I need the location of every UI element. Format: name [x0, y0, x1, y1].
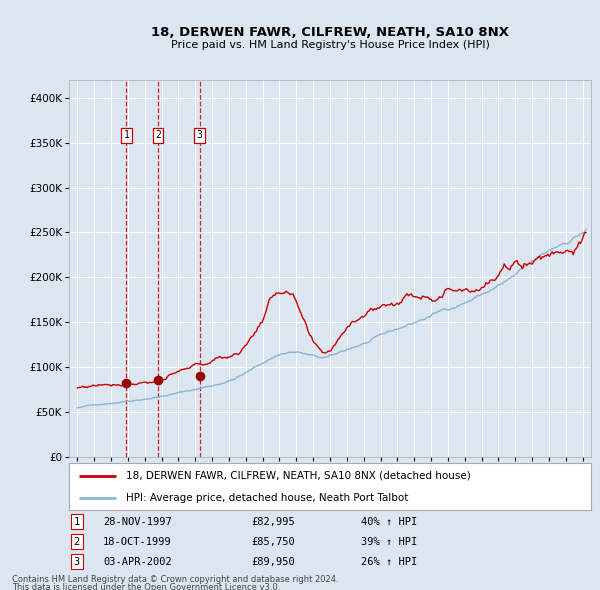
Text: 03-APR-2002: 03-APR-2002 — [103, 557, 172, 567]
Text: Price paid vs. HM Land Registry's House Price Index (HPI): Price paid vs. HM Land Registry's House … — [170, 41, 490, 50]
Text: Contains HM Land Registry data © Crown copyright and database right 2024.: Contains HM Land Registry data © Crown c… — [12, 575, 338, 584]
Text: 1: 1 — [124, 130, 130, 140]
Text: £82,995: £82,995 — [252, 517, 295, 527]
Text: 18, DERWEN FAWR, CILFREW, NEATH, SA10 8NX (detached house): 18, DERWEN FAWR, CILFREW, NEATH, SA10 8N… — [127, 471, 471, 481]
Text: 18, DERWEN FAWR, CILFREW, NEATH, SA10 8NX: 18, DERWEN FAWR, CILFREW, NEATH, SA10 8N… — [151, 26, 509, 39]
Text: 40% ↑ HPI: 40% ↑ HPI — [361, 517, 418, 527]
Text: 1: 1 — [74, 517, 80, 527]
Text: This data is licensed under the Open Government Licence v3.0.: This data is licensed under the Open Gov… — [12, 582, 280, 590]
Text: 39% ↑ HPI: 39% ↑ HPI — [361, 537, 418, 547]
Text: 18-OCT-1999: 18-OCT-1999 — [103, 537, 172, 547]
Text: HPI: Average price, detached house, Neath Port Talbot: HPI: Average price, detached house, Neat… — [127, 493, 409, 503]
Text: 2: 2 — [155, 130, 161, 140]
Text: 3: 3 — [197, 130, 202, 140]
Text: £89,950: £89,950 — [252, 557, 295, 567]
Text: 28-NOV-1997: 28-NOV-1997 — [103, 517, 172, 527]
Text: 3: 3 — [74, 557, 80, 567]
Text: 2: 2 — [74, 537, 80, 547]
Text: £85,750: £85,750 — [252, 537, 295, 547]
Text: 26% ↑ HPI: 26% ↑ HPI — [361, 557, 418, 567]
